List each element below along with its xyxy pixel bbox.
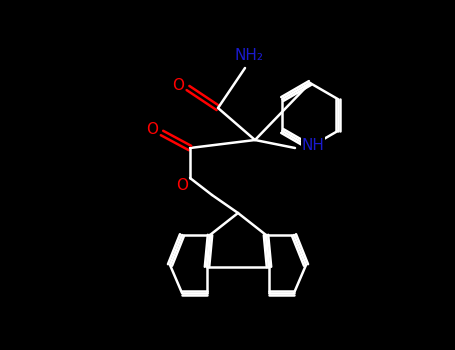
Text: O: O [176, 178, 188, 194]
Text: O: O [146, 122, 158, 138]
Text: NH: NH [302, 138, 324, 153]
Text: O: O [172, 77, 184, 92]
Text: NH₂: NH₂ [234, 49, 263, 63]
